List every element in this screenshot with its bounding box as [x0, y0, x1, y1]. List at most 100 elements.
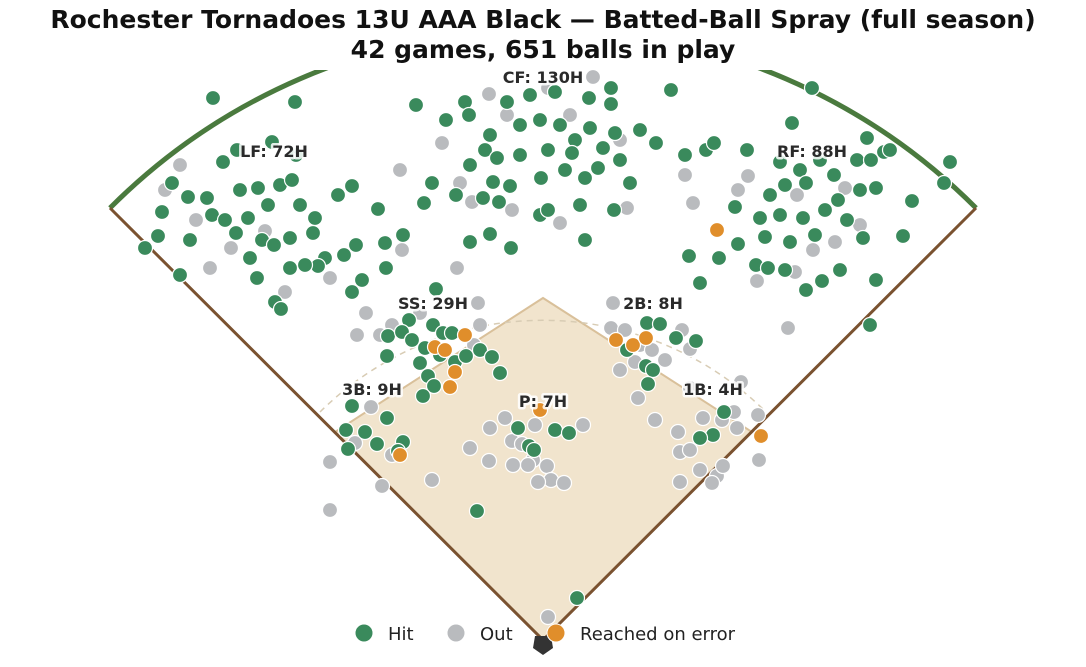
- point: [529, 473, 547, 491]
- point: [783, 114, 801, 132]
- point: [851, 181, 869, 199]
- point: [337, 421, 355, 439]
- point: [483, 348, 501, 366]
- point: [276, 283, 294, 301]
- point: [861, 316, 879, 334]
- point: [605, 201, 623, 219]
- point: [136, 239, 154, 257]
- point: [391, 161, 409, 179]
- point: [546, 421, 564, 439]
- point: [393, 241, 411, 259]
- point: [504, 456, 522, 474]
- point: [624, 336, 642, 354]
- point: [423, 471, 441, 489]
- point: [171, 156, 189, 174]
- point: [461, 156, 479, 174]
- point: [239, 209, 257, 227]
- point: [708, 221, 726, 239]
- point: [581, 119, 599, 137]
- point: [321, 453, 339, 471]
- point: [490, 193, 508, 211]
- point: [797, 281, 815, 299]
- point: [461, 439, 479, 457]
- point: [343, 283, 361, 301]
- point: [684, 194, 702, 212]
- point: [296, 256, 314, 274]
- point: [644, 361, 662, 379]
- point: [854, 229, 872, 247]
- point: [376, 234, 394, 252]
- point: [759, 259, 777, 277]
- point: [481, 225, 499, 243]
- point: [776, 261, 794, 279]
- point: [471, 316, 489, 334]
- point: [526, 416, 544, 434]
- legend-marker: [354, 623, 374, 643]
- point: [681, 379, 699, 397]
- point: [829, 191, 847, 209]
- point: [751, 209, 769, 227]
- point: [373, 477, 391, 495]
- point: [263, 133, 281, 151]
- point: [804, 241, 822, 259]
- point: [546, 83, 564, 101]
- point: [862, 151, 880, 169]
- point: [343, 177, 361, 195]
- point: [362, 398, 380, 416]
- point: [321, 269, 339, 287]
- field: CF: 130H LF: 72H RF: 88H SS: 29H 2B: 8H 3B: 9…: [108, 70, 978, 643]
- point: [356, 423, 374, 441]
- point: [378, 409, 396, 427]
- point: [729, 181, 747, 199]
- point: [639, 375, 657, 393]
- point: [379, 327, 397, 345]
- point: [771, 206, 789, 224]
- point: [710, 249, 728, 267]
- point: [509, 419, 527, 437]
- point: [502, 239, 520, 257]
- point: [198, 189, 216, 207]
- point: [580, 89, 598, 107]
- point: [216, 211, 234, 229]
- point: [214, 153, 232, 171]
- point: [321, 501, 339, 519]
- point: [676, 146, 694, 164]
- point: [576, 169, 594, 187]
- legend-label: Out: [480, 624, 513, 645]
- point: [935, 174, 953, 192]
- point: [343, 397, 361, 415]
- point: [656, 351, 674, 369]
- point: [669, 423, 687, 441]
- point: [446, 363, 464, 381]
- point: [838, 211, 856, 229]
- home-plate: [533, 636, 553, 655]
- point: [752, 427, 770, 445]
- point: [531, 401, 549, 419]
- point: [286, 93, 304, 111]
- point: [691, 461, 709, 479]
- point: [539, 201, 557, 219]
- point: [651, 315, 669, 333]
- point: [749, 406, 767, 424]
- point: [519, 456, 537, 474]
- point: [604, 294, 622, 312]
- point: [691, 274, 709, 292]
- point: [776, 176, 794, 194]
- point: [756, 228, 774, 246]
- point: [228, 141, 246, 159]
- point: [611, 151, 629, 169]
- point: [469, 294, 487, 312]
- point: [574, 416, 592, 434]
- point: [241, 249, 259, 267]
- point: [739, 167, 757, 185]
- point: [491, 364, 509, 382]
- point: [488, 149, 506, 167]
- point: [803, 79, 821, 97]
- point: [560, 424, 578, 442]
- point: [503, 201, 521, 219]
- points: [136, 70, 959, 626]
- point: [811, 151, 829, 169]
- point: [348, 326, 366, 344]
- point: [616, 321, 634, 339]
